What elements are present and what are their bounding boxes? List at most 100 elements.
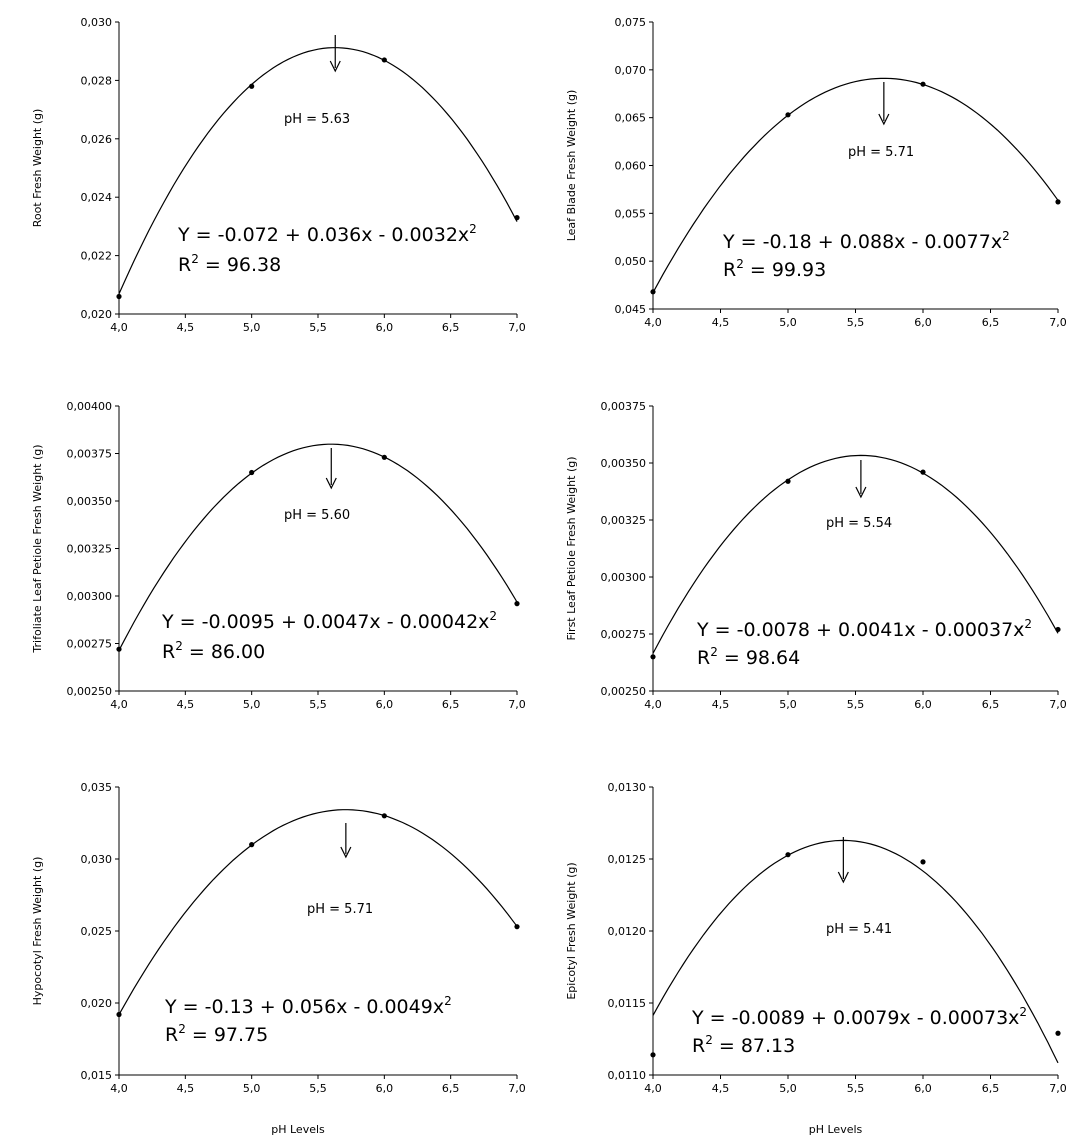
x-tick-label: 7,0: [508, 321, 526, 334]
data-point: [650, 289, 656, 295]
x-tick-label: 4,0: [110, 1082, 128, 1095]
regression-equation: Y = -0.18 + 0.088x - 0.0077x2: [722, 229, 1010, 253]
y-axis-title: First Leaf Petiole Fresh Weight (g): [565, 456, 578, 640]
y-tick-label: 0,045: [615, 303, 647, 316]
data-point: [249, 842, 255, 848]
data-point: [514, 924, 520, 930]
y-tick-label: 0,00250: [601, 685, 647, 698]
r-squared-value: = 96.38: [199, 254, 281, 276]
data-point: [785, 852, 791, 858]
equation-text: Y = -0.13 + 0.056x - 0.0049x: [164, 996, 444, 1018]
x-tick-label: 5,0: [779, 1082, 797, 1095]
y-tick-label: 0,015: [81, 1069, 113, 1082]
fit-curve: [118, 443, 518, 651]
data-point: [381, 813, 387, 819]
chart-panel-4: 0,00250 0,00275 0,00300 0,00325 0,00350 0,003…: [565, 400, 1067, 711]
r-symbol: R: [178, 254, 191, 276]
r-squared: R2 = 86.00: [162, 639, 265, 663]
x-tick-label: 7,0: [1049, 316, 1067, 329]
x-tick-label: 4,5: [712, 698, 730, 711]
y-tick-label: 0,00300: [601, 571, 647, 584]
y-axis-title: Hypocotyl Fresh Weight (g): [31, 857, 44, 1006]
x-tick-label: 5,5: [309, 321, 327, 334]
x-tick-label: 5,0: [243, 698, 261, 711]
x-tick-label: 6,0: [376, 321, 394, 334]
fit-curve: [118, 809, 518, 1015]
superscript: 2: [444, 994, 452, 1008]
data-point: [249, 83, 255, 89]
chart-panel-3: 0,00250 0,00275 0,00300 0,00325 0,00350 0,003…: [31, 400, 526, 711]
data-point: [920, 81, 926, 87]
equation-text: Y = -0.0089 + 0.0079x - 0.00073x: [691, 1007, 1019, 1029]
x-tick-label: 5,5: [309, 1082, 327, 1095]
y-tick-label: 0,024: [81, 191, 113, 204]
equation-text: Y = -0.18 + 0.088x - 0.0077x: [722, 231, 1002, 253]
fit-curve: [118, 47, 518, 295]
y-tick-label: 0,060: [615, 160, 647, 173]
y-tick-label: 0,0115: [608, 997, 647, 1010]
superscript: 2: [469, 222, 477, 236]
data-point: [920, 469, 926, 475]
x-tick-label: 4,5: [712, 1082, 730, 1095]
arrow-head: [325, 477, 337, 490]
superscript: 2: [1019, 1005, 1027, 1019]
x-tick-label: 4,0: [110, 321, 128, 334]
x-tick-label: 6,0: [914, 1082, 932, 1095]
y-axis-title: Trifoliate Leaf Petiole Fresh Weight (g): [31, 444, 44, 653]
y-tick-label: 0,0125: [608, 853, 647, 866]
data-point: [381, 57, 387, 63]
data-point: [514, 215, 520, 221]
r-squared-value: = 86.00: [183, 641, 265, 663]
y-tick-label: 0,030: [81, 16, 113, 29]
data-point: [116, 646, 122, 652]
y-tick-label: 0,050: [615, 255, 647, 268]
superscript: 2: [489, 609, 497, 623]
r-squared-value: = 97.75: [186, 1024, 268, 1046]
x-axis-title: pH Levels: [271, 1123, 325, 1136]
optimum-label: pH = 5.71: [848, 145, 914, 160]
data-point: [116, 293, 122, 300]
y-tick-label: 0,070: [615, 64, 647, 77]
y-tick-label: 0,00325: [601, 514, 647, 527]
x-tick-label: 4,5: [177, 698, 195, 711]
x-tick-label: 6,5: [982, 1082, 1000, 1095]
optimum-label: pH = 5.71: [307, 902, 373, 917]
regression-equation: Y = -0.0095 + 0.0047x - 0.00042x2: [161, 609, 497, 633]
y-tick-label: 0,0110: [608, 1069, 647, 1082]
x-tick-label: 6,5: [442, 1082, 460, 1095]
data-point: [116, 1011, 122, 1018]
equation-text: Y = -0.0078 + 0.0041x - 0.00037x: [696, 619, 1024, 641]
r-symbol: R: [692, 1035, 705, 1057]
r-squared: R2 = 97.75: [165, 1022, 268, 1046]
superscript: 2: [191, 252, 199, 266]
x-tick-label: 4,5: [177, 1082, 195, 1095]
data-point: [381, 454, 387, 460]
y-tick-label: 0,028: [81, 74, 113, 87]
r-squared-value: = 98.64: [718, 647, 800, 669]
x-tick-label: 5,5: [309, 698, 327, 711]
x-tick-label: 6,0: [376, 1082, 394, 1095]
x-axis-title: pH Levels: [809, 1123, 863, 1136]
r-symbol: R: [165, 1024, 178, 1046]
x-tick-label: 5,5: [847, 698, 865, 711]
superscript: 2: [736, 257, 744, 271]
x-tick-label: 5,0: [243, 321, 261, 334]
y-axis-title: Root Fresh Weight (g): [31, 109, 44, 228]
r-symbol: R: [723, 259, 736, 281]
arrow-head: [837, 871, 849, 884]
x-tick-label: 5,5: [847, 1082, 865, 1095]
data-point: [514, 601, 520, 607]
chart-panel-6: 0,0110 0,0115 0,0120 0,0125 0,0130 4,0 4,5 5,0 5…: [565, 781, 1067, 1136]
optimum-label: pH = 5.63: [284, 112, 350, 127]
x-tick-label: 5,0: [779, 698, 797, 711]
y-tick-label: 0,00250: [67, 685, 113, 698]
y-tick-label: 0,025: [81, 925, 113, 938]
fit-curve: [652, 454, 1059, 654]
x-tick-label: 4,0: [110, 698, 128, 711]
y-tick-label: 0,030: [81, 853, 113, 866]
x-tick-label: 4,0: [644, 316, 662, 329]
y-tick-label: 0,00275: [601, 628, 647, 641]
arrow-head: [855, 486, 867, 499]
data-point: [785, 478, 791, 484]
